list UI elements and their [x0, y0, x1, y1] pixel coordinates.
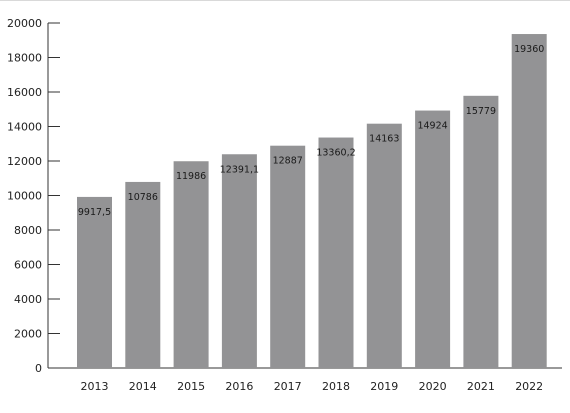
y-tick-label: 14000 [7, 121, 42, 134]
y-tick-label: 2000 [14, 328, 42, 341]
x-tick-label: 2015 [177, 380, 205, 393]
bar [77, 196, 112, 368]
bar [221, 154, 257, 368]
bar [415, 110, 451, 368]
bar [125, 181, 161, 368]
bar-value-label: 19360 [514, 44, 544, 55]
y-tick-label: 10000 [7, 190, 42, 203]
x-tick-label: 2014 [129, 380, 157, 393]
y-tick-label: 8000 [14, 224, 42, 237]
x-tick-label: 2020 [419, 380, 447, 393]
x-tick-label: 2019 [370, 380, 398, 393]
bar [511, 34, 547, 368]
bar-value-label: 12887 [273, 156, 303, 167]
x-tick-label: 2021 [467, 380, 495, 393]
bar [366, 123, 402, 368]
bar-value-label: 14163 [369, 134, 399, 145]
bar-value-label: 14924 [417, 121, 447, 132]
bar [318, 137, 354, 368]
y-tick-label: 18000 [7, 52, 42, 65]
x-tick-label: 2022 [515, 380, 543, 393]
bar-value-label: 15779 [466, 106, 496, 117]
axes: 0 2000 4000 6000 8000 10000 12000 14000 16000 180… [7, 17, 562, 375]
bar-value-label: 10786 [128, 192, 158, 203]
bar [173, 161, 209, 368]
bar [463, 95, 499, 368]
bar-value-label: 11986 [176, 171, 206, 182]
x-tick-label: 2017 [274, 380, 302, 393]
x-tick-label: 2016 [225, 380, 253, 393]
y-tick-label: 16000 [7, 86, 42, 99]
y-tick-label: 4000 [14, 293, 42, 306]
bar-value-label: 9917,5 [78, 207, 111, 218]
x-tick-label: 2013 [81, 380, 109, 393]
bar [270, 145, 306, 368]
x-tick-label: 2018 [322, 380, 350, 393]
bar-value-label: 12391,1 [220, 164, 259, 175]
bars [77, 34, 547, 368]
y-tick-label: 0 [35, 362, 42, 375]
y-tick-label: 6000 [14, 259, 42, 272]
y-tick-label: 20000 [7, 17, 42, 30]
data-labels: 9917,5 2013 10786 2014 11986 2015 12391,1 2016 1… [78, 44, 544, 393]
bar-value-label: 13360,2 [316, 148, 355, 159]
y-tick-label: 12000 [7, 155, 42, 168]
